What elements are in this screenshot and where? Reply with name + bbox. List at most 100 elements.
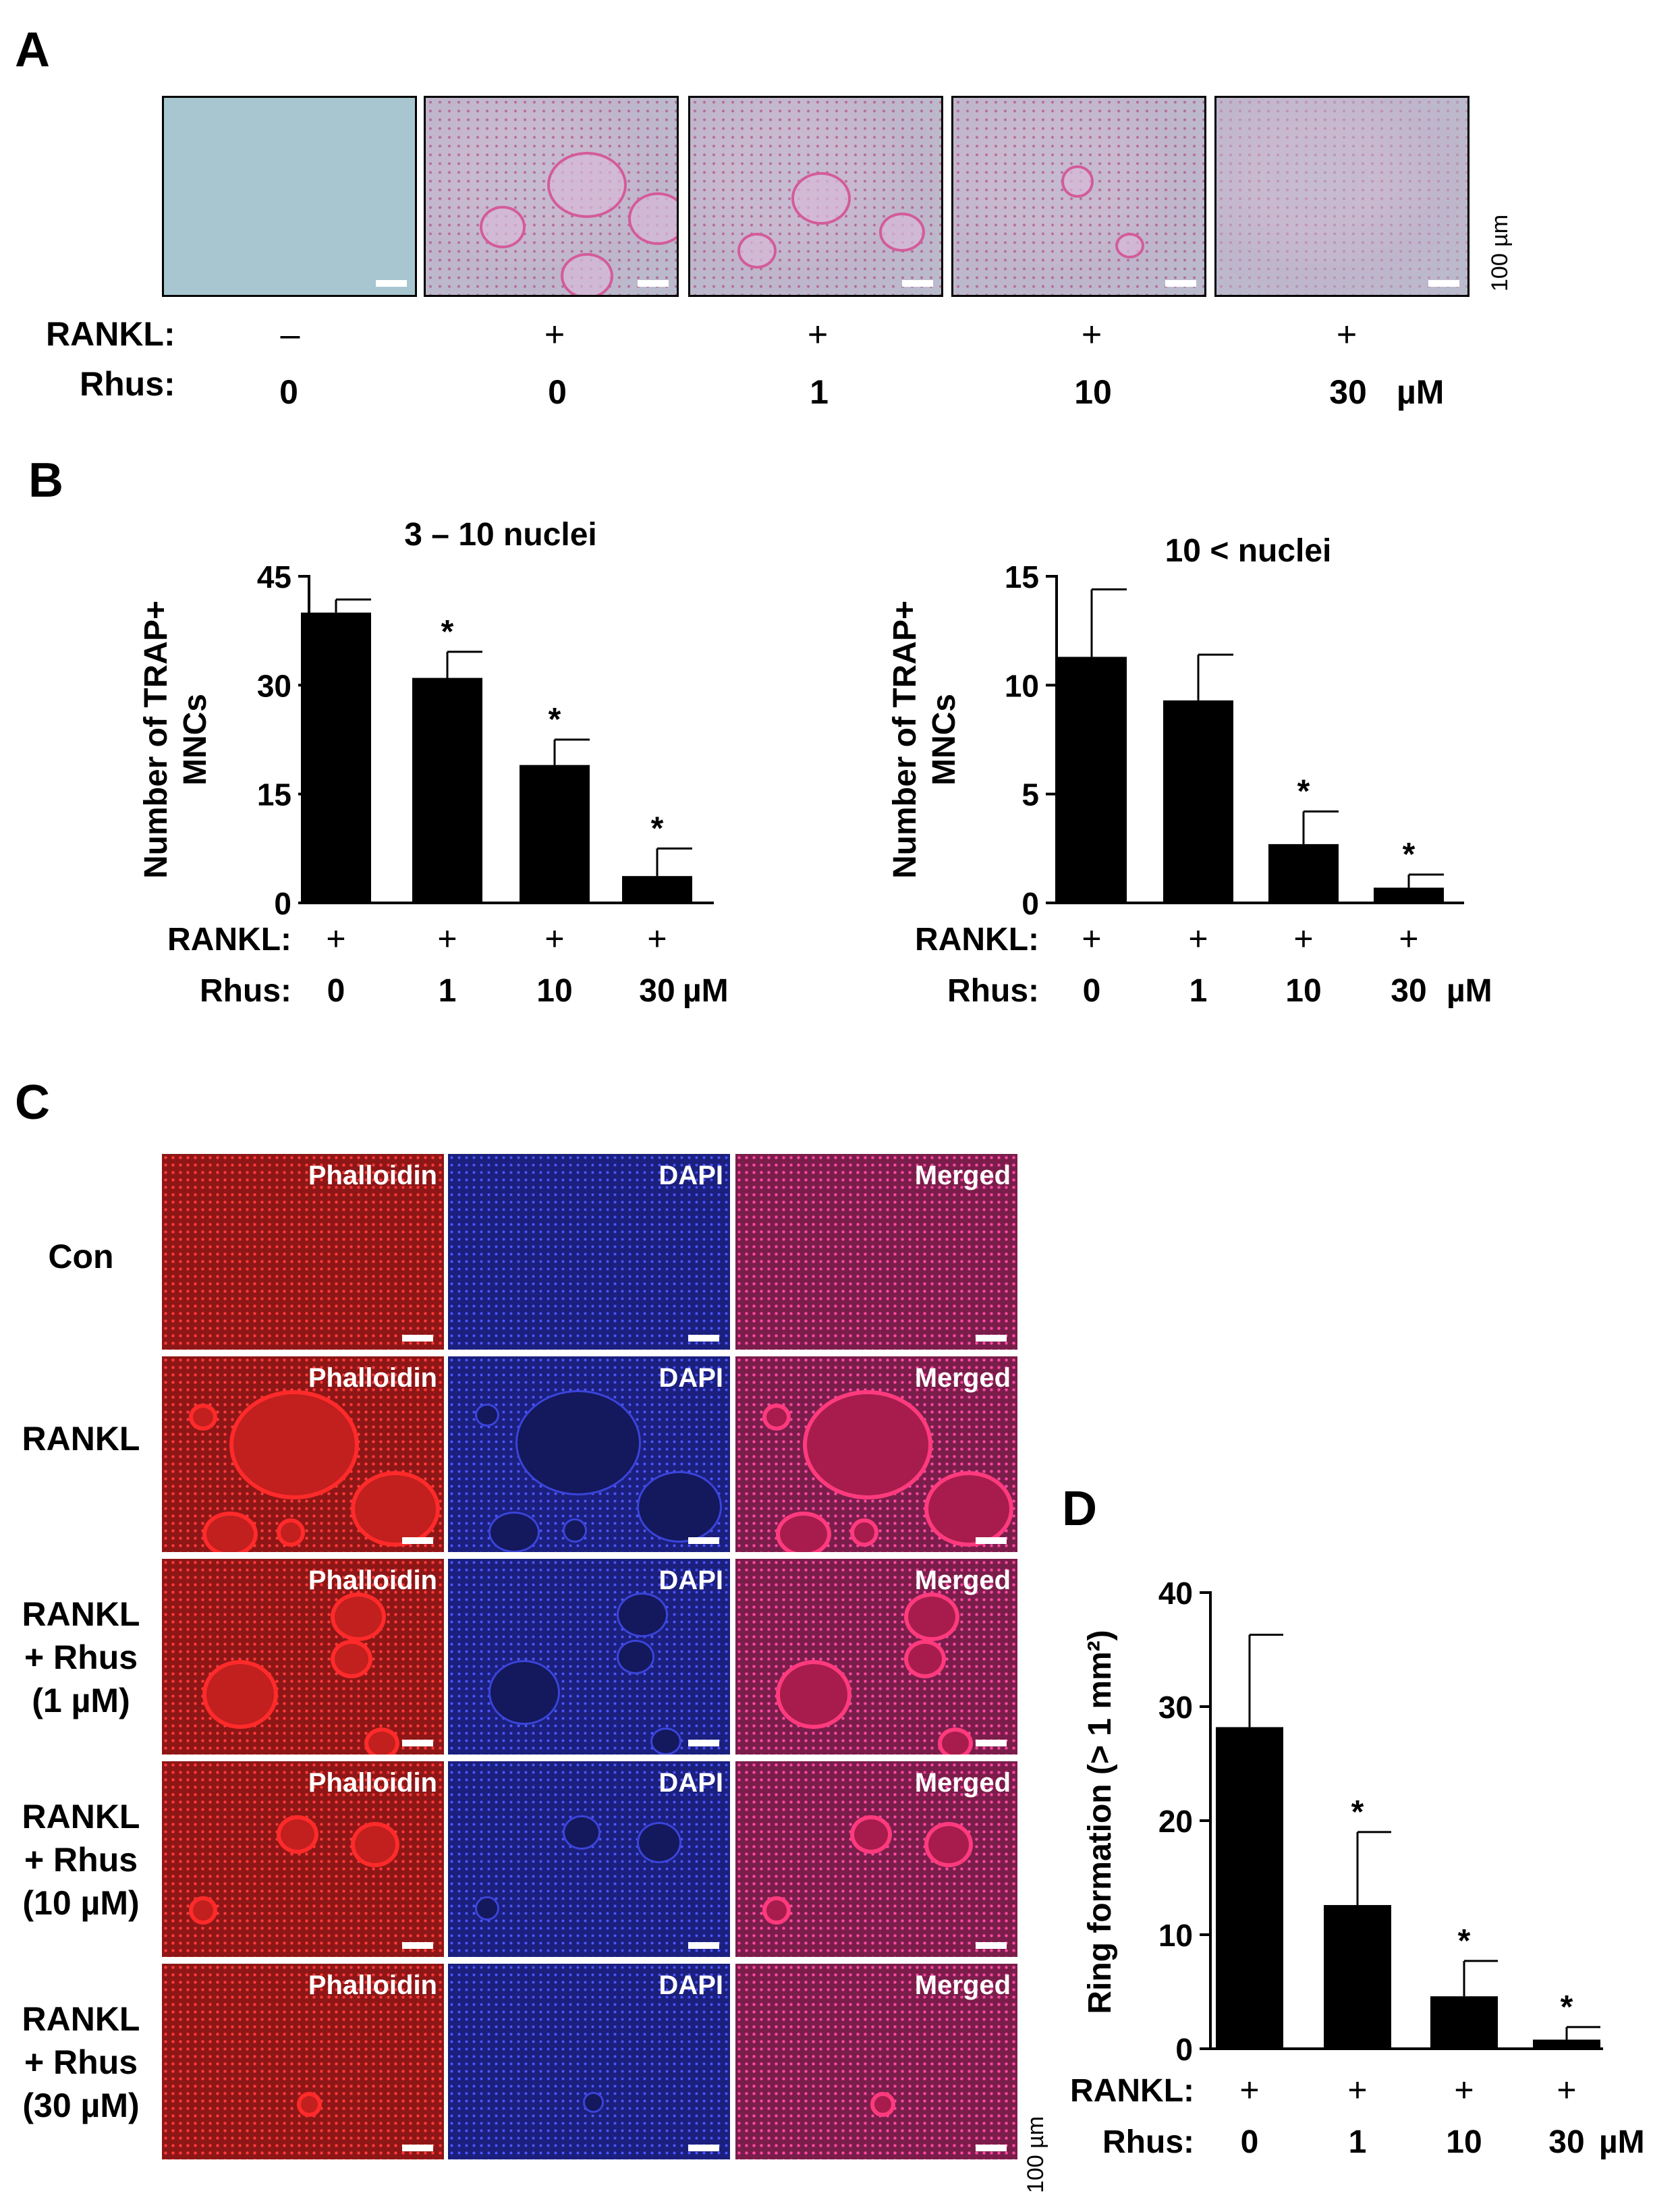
bar xyxy=(1057,657,1127,903)
scale-bar xyxy=(402,1537,433,1544)
cell-texture xyxy=(162,1154,444,1350)
fluorescence-image: Phalloidin xyxy=(162,1559,444,1755)
bar xyxy=(412,678,482,903)
rankl-sign: + xyxy=(1347,2071,1367,2109)
osteoclast-cell xyxy=(628,192,677,245)
osteoclast-cell xyxy=(1061,165,1094,198)
rankl-sign: + xyxy=(1557,2071,1576,2109)
scale-bar-label-a: 100 µm xyxy=(1487,214,1513,292)
y-axis-label: Number of TRAP+ xyxy=(138,601,174,879)
rankl-label: RANKL: xyxy=(1070,2073,1194,2109)
y-tick-label: 5 xyxy=(1021,777,1039,812)
cell-texture xyxy=(735,1559,1017,1755)
y-tick-label: 10 xyxy=(1005,668,1039,703)
y-axis-label: MNCs xyxy=(177,694,213,785)
rankl-sign: + xyxy=(807,315,829,354)
rankl-sign: + xyxy=(1454,2071,1474,2109)
fluorescence-image: Merged xyxy=(735,1154,1017,1350)
rhus-dose: 30 xyxy=(1329,373,1367,411)
osteoclast-cell xyxy=(277,1815,318,1854)
rhus-dose: 1 xyxy=(1189,973,1208,1009)
cell-texture xyxy=(448,1559,730,1755)
channel-label: DAPI xyxy=(659,1768,723,1798)
scale-bar xyxy=(376,280,407,287)
rhus-dose: 0 xyxy=(1083,973,1101,1009)
osteoclast-cell xyxy=(563,1518,587,1543)
rankl-sign: + xyxy=(647,920,667,958)
y-tick-label: 0 xyxy=(1175,2032,1193,2067)
cell-texture xyxy=(162,1761,444,1957)
osteoclast-cell xyxy=(904,1640,946,1678)
significance-asterisk: * xyxy=(441,614,454,650)
chart-10-plus-nuclei: 10 < nuclei 0 5 10 15 +0 +1 * +10 * +30 RANKL: Rhus:… xyxy=(887,533,1492,1009)
osteoclast-cell xyxy=(229,1390,359,1499)
bar xyxy=(1533,2039,1600,2049)
osteoclast-cell xyxy=(515,1390,641,1495)
scale-bar xyxy=(638,280,669,287)
condition-label-line: (10 µM) xyxy=(22,1884,140,1922)
rankl-label: RANKL: xyxy=(915,922,1039,958)
rhus-dose: 10 xyxy=(536,973,572,1009)
rhus-dose: 10 xyxy=(1074,373,1112,411)
cell-texture xyxy=(162,1964,444,2159)
bar xyxy=(1374,887,1444,903)
osteoclast-cell xyxy=(904,1593,959,1641)
condition-label: RANKL xyxy=(13,1417,148,1460)
rankl-sign: + xyxy=(1082,920,1101,958)
y-tick-label: 30 xyxy=(1158,1690,1193,1725)
channel-label: DAPI xyxy=(659,1161,723,1190)
osteoclast-cell xyxy=(870,2092,895,2117)
rhus-dose: 1 xyxy=(1349,2124,1367,2160)
osteoclast-cell xyxy=(189,1404,217,1431)
channel-label: DAPI xyxy=(659,1566,723,1595)
bar xyxy=(622,876,692,903)
osteoclast-cell xyxy=(637,1822,681,1863)
y-axis-label: MNCs xyxy=(926,694,962,785)
fluorescence-image: Merged xyxy=(735,1761,1017,1957)
chart-title: 3 – 10 nuclei xyxy=(404,517,597,553)
rhus-dose: 30 xyxy=(1391,973,1426,1009)
osteoclast-cell xyxy=(547,152,627,218)
osteoclast-cell xyxy=(351,1471,440,1547)
trap-micrograph xyxy=(951,96,1206,297)
osteoclast-cell xyxy=(563,1815,600,1850)
fluorescence-image: DAPI xyxy=(448,1559,730,1755)
osteoclast-cell xyxy=(737,233,777,269)
y-axis-label: Ring formation (> 1 mm²) xyxy=(1082,1630,1118,2014)
cell-texture xyxy=(162,1559,444,1755)
osteoclast-cell xyxy=(879,213,925,252)
channel-label: Merged xyxy=(914,1768,1011,1798)
osteoclast-cell xyxy=(331,1593,386,1641)
fluorescence-image: Merged xyxy=(735,1559,1017,1755)
bar xyxy=(1430,1996,1498,2049)
trap-micrograph xyxy=(688,96,943,297)
panel-label-a: A xyxy=(15,23,50,77)
osteoclast-cell xyxy=(637,1471,722,1543)
significance-asterisk: * xyxy=(651,810,664,846)
trap-micrograph xyxy=(1214,96,1469,297)
channel-label: Phalloidin xyxy=(308,1768,437,1798)
osteoclast-cell xyxy=(803,1390,932,1499)
osteoclast-cell xyxy=(617,1640,654,1674)
condition-label-line: (1 µM) xyxy=(32,1682,130,1719)
y-tick-label: 10 xyxy=(1158,1918,1193,1953)
cell-texture xyxy=(735,1761,1017,1957)
channel-label: DAPI xyxy=(659,1970,723,2000)
cell-texture xyxy=(735,1154,1017,1350)
rankl-sign: – xyxy=(280,315,300,354)
osteoclast-cell xyxy=(924,1822,973,1867)
cell-texture xyxy=(448,1154,730,1350)
scale-bar xyxy=(688,1740,719,1746)
fluorescence-image: Phalloidin xyxy=(162,1154,444,1350)
chart-ring-formation: 0 10 20 30 40 +0 * +1 * +10 * +30 RANKL: Rhus: µM Ring … xyxy=(1070,1576,1645,2160)
channel-label: Phalloidin xyxy=(308,1566,437,1595)
scale-bar-label-c: 100 µm xyxy=(1023,2116,1048,2193)
rhus-label: Rhus: xyxy=(947,973,1039,1009)
osteoclast-cell xyxy=(776,1660,851,1729)
osteoclast-cell xyxy=(364,1728,399,1755)
channel-label: Merged xyxy=(914,1970,1011,2000)
condition-label-line: Con xyxy=(48,1238,114,1275)
rhus-dose: 30 xyxy=(639,973,675,1009)
y-tick-label: 30 xyxy=(257,668,291,703)
osteoclast-cell xyxy=(617,1593,668,1637)
